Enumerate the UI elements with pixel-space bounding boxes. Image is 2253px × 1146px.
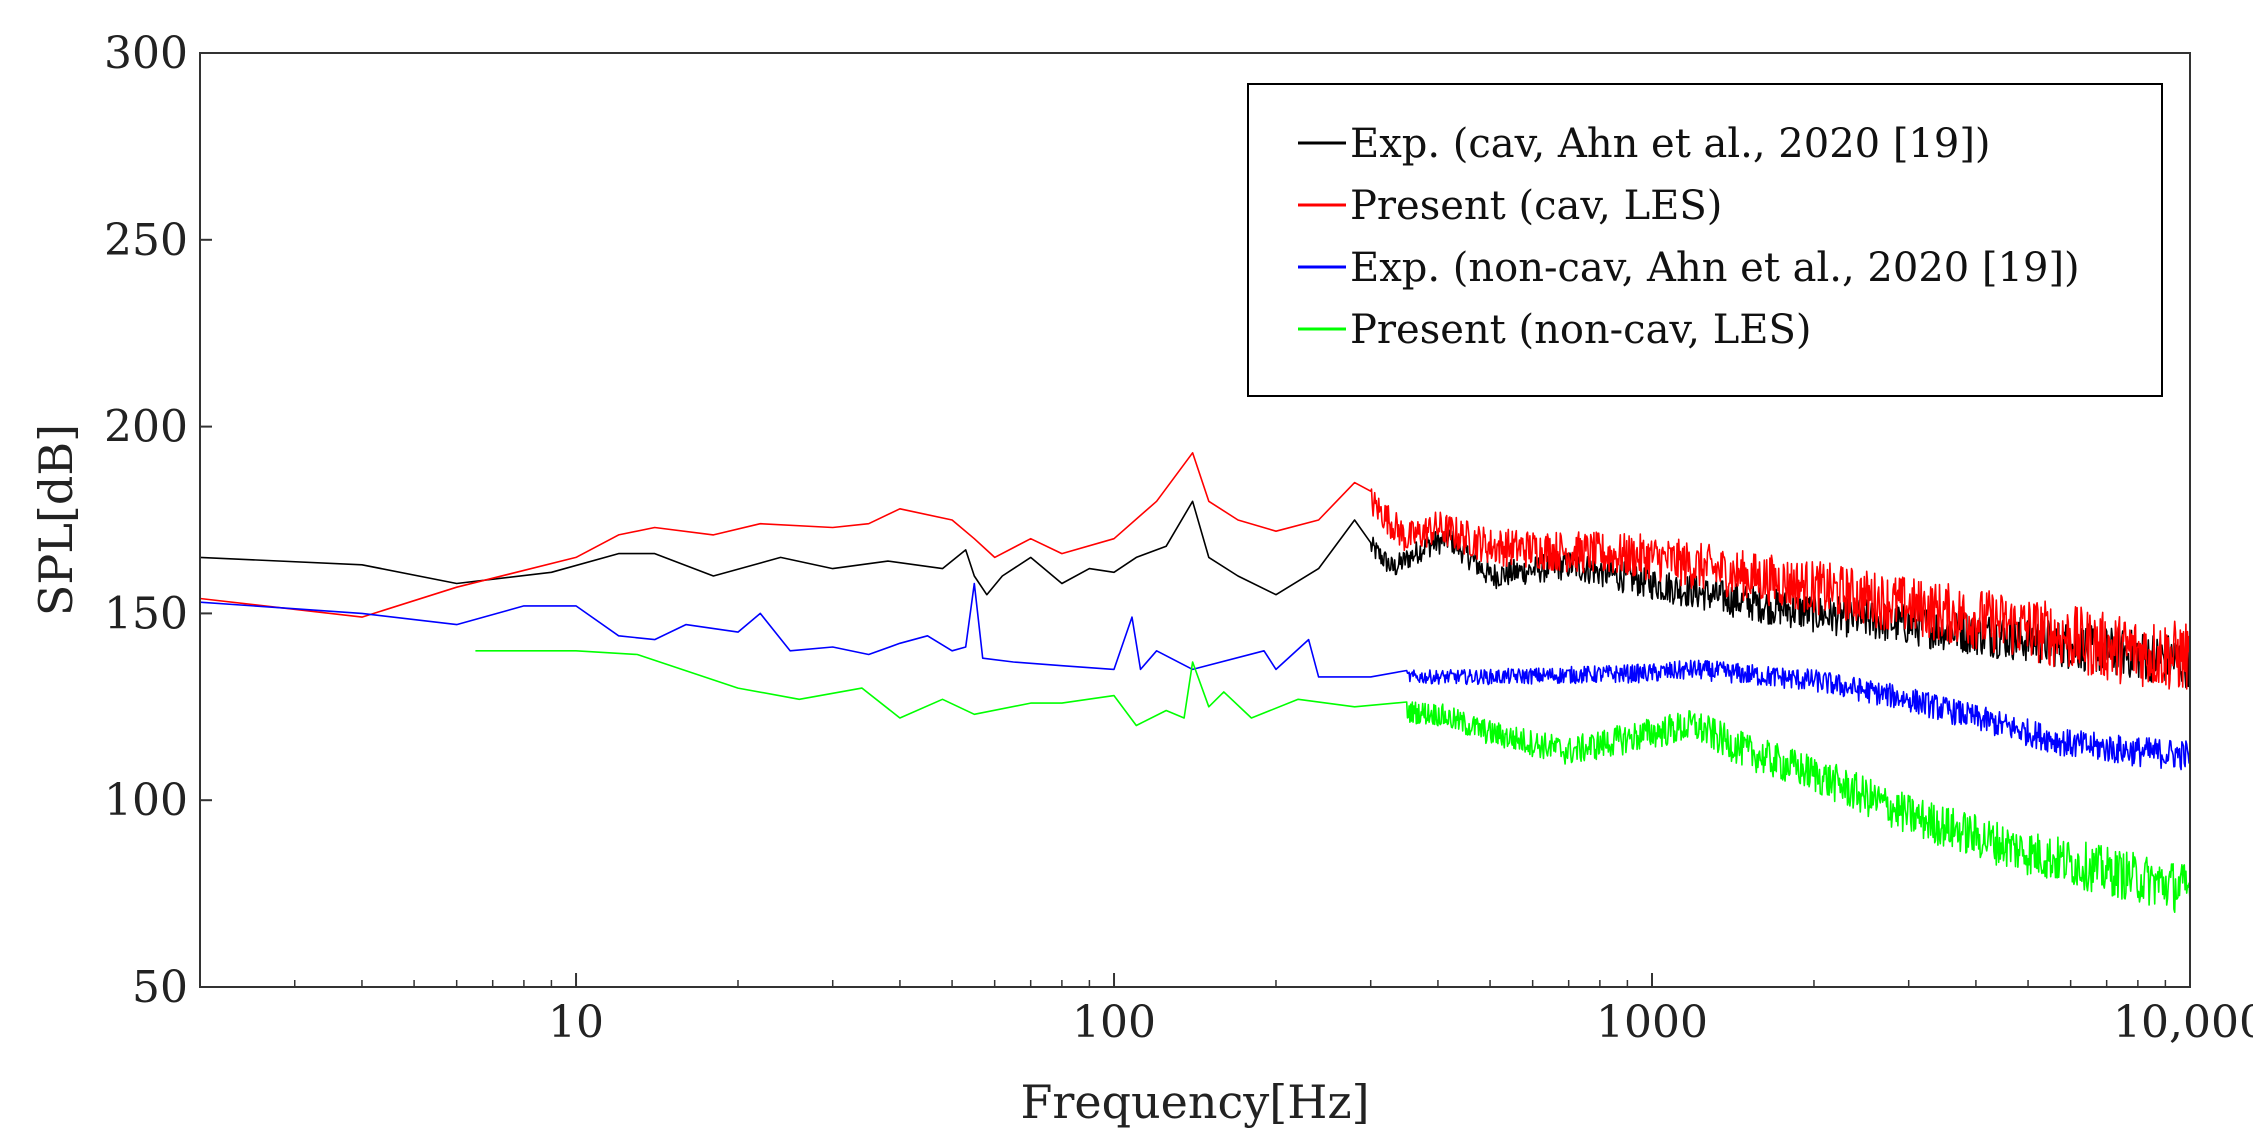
legend-label-3: Exp. (non-cav, Ahn et al., 2020 [19]) xyxy=(1350,245,2080,291)
y-axis-ticks: 50 100 150 200 250 300 xyxy=(104,28,212,1013)
series-line-3 xyxy=(199,582,2191,771)
y-tick-label-200: 200 xyxy=(104,402,188,453)
legend-label-4: Present (non-cav, LES) xyxy=(1350,307,1811,353)
y-tick-label-50: 50 xyxy=(132,962,188,1013)
x-tick-label-10: 10 xyxy=(548,997,604,1048)
series-line-1 xyxy=(199,500,2191,689)
series-line-4 xyxy=(475,650,2191,913)
y-tick-label-150: 150 xyxy=(104,588,188,639)
legend-box xyxy=(1247,83,2163,397)
x-axis-title: Frequency[Hz] xyxy=(1020,1075,1369,1129)
series-layer xyxy=(199,452,2191,913)
x-tick-label-1000: 1000 xyxy=(1596,997,1708,1048)
series-line-2 xyxy=(199,452,2191,693)
y-tick-label-250: 250 xyxy=(104,215,188,266)
x-tick-label-100: 100 xyxy=(1072,997,1156,1048)
y-axis-title: SPL[dB] xyxy=(29,424,83,616)
legend-label-1: Exp. (cav, Ahn et al., 2020 [19]) xyxy=(1350,121,1991,167)
y-tick-label-300: 300 xyxy=(104,28,188,79)
y-tick-label-100: 100 xyxy=(104,775,188,826)
legend: Exp. (cav, Ahn et al., 2020 [19]) Present… xyxy=(1247,83,2163,397)
x-tick-label-10000: 10,000 xyxy=(2113,997,2253,1048)
plot-frame xyxy=(199,52,2191,988)
x-axis-ticks: 10 100 1000 10,000 xyxy=(199,973,2253,1048)
legend-label-2: Present (cav, LES) xyxy=(1350,183,1722,229)
